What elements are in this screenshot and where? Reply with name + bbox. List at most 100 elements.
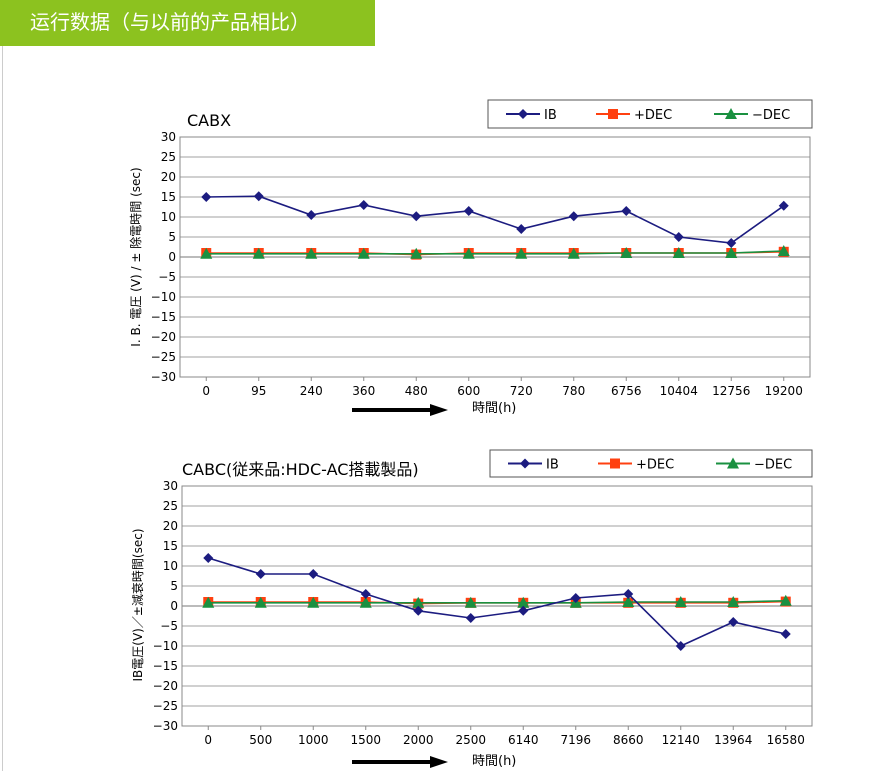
y-tick-label: −30 xyxy=(151,370,176,384)
y-tick-label: −10 xyxy=(153,639,178,653)
y-tick-label: −5 xyxy=(158,270,176,284)
x-tick-label: 19200 xyxy=(765,384,803,398)
chart-2: CABC(従来品:HDC-AC搭載製品) 30 25 20 15 10 5 0 −5 −10 −15… xyxy=(130,449,813,769)
legend-label: +DEC xyxy=(636,458,674,473)
x-tick-label: 12140 xyxy=(662,733,700,747)
plot-area xyxy=(181,485,813,727)
x-tick-label: 6140 xyxy=(508,733,539,747)
y-tick-label: −30 xyxy=(153,719,178,733)
plot-area xyxy=(179,136,811,378)
legend-marker xyxy=(520,458,530,469)
x-tick-label: 2500 xyxy=(455,733,486,747)
data-point xyxy=(252,247,265,259)
legend-marker xyxy=(608,109,618,119)
data-point xyxy=(516,224,527,234)
y-axis-label: IB電圧(V)／±減衰時間(sec) xyxy=(130,529,145,682)
data-point xyxy=(357,247,370,259)
legend-label: IB xyxy=(544,108,557,123)
data-point xyxy=(728,617,739,627)
x-tick-label: 12756 xyxy=(712,384,750,398)
series-line xyxy=(208,557,786,647)
data-point xyxy=(622,596,635,607)
data-point xyxy=(779,594,792,606)
data-point xyxy=(567,247,580,259)
x-axis-label: 時間(h) xyxy=(472,754,516,769)
series-minusDEC xyxy=(202,594,792,608)
x-tick-label: 480 xyxy=(405,384,428,398)
series-IB xyxy=(201,191,789,248)
x-tick-label: 360 xyxy=(352,384,375,398)
y-tick-label: 25 xyxy=(161,150,176,164)
y-tick-label: −10 xyxy=(151,290,176,304)
data-point xyxy=(413,605,424,616)
x-axis-label: 時間(h) xyxy=(472,401,516,416)
data-point xyxy=(202,596,215,608)
legend-marker xyxy=(725,108,737,119)
y-tick-label: 30 xyxy=(163,479,178,493)
chart-1: CABX 30 25 20 15 10 5 0 −5 −10 −15 −20 −25 −30 0 95 240 3… xyxy=(128,99,813,416)
y-tick-label: 15 xyxy=(161,190,176,204)
data-point xyxy=(305,247,318,259)
divider xyxy=(2,46,3,771)
arrow-head xyxy=(430,756,448,768)
data-point xyxy=(725,247,738,258)
y-tick-label: 10 xyxy=(163,559,178,573)
data-point xyxy=(672,247,685,258)
y-tick-label: 5 xyxy=(168,230,176,244)
data-point xyxy=(464,596,477,608)
y-tick-label: −25 xyxy=(153,699,178,713)
x-tick-label: 16580 xyxy=(767,733,805,747)
legend-marker xyxy=(518,109,528,119)
y-tick-label: −15 xyxy=(151,310,176,324)
data-point xyxy=(673,232,684,242)
data-point xyxy=(410,247,423,259)
x-tick-label: 1000 xyxy=(298,733,329,747)
x-tick-label: 1500 xyxy=(350,733,381,747)
data-point xyxy=(201,192,212,202)
data-point xyxy=(359,596,372,608)
y-tick-label: 0 xyxy=(170,599,178,613)
legend: IB +DEC −DEC xyxy=(487,99,813,129)
data-point xyxy=(727,596,740,607)
y-tick-label: 30 xyxy=(161,130,176,144)
y-tick-label: 15 xyxy=(163,539,178,553)
series-line xyxy=(206,250,784,255)
data-point xyxy=(200,247,213,259)
data-point xyxy=(570,593,581,603)
data-point xyxy=(203,553,214,563)
series-line xyxy=(206,195,785,244)
data-point xyxy=(568,211,579,222)
data-point xyxy=(307,596,320,608)
data-point xyxy=(462,247,475,259)
x-tick-label: 500 xyxy=(249,733,272,747)
legend-box xyxy=(487,99,813,129)
data-point xyxy=(463,206,474,216)
legend: IB +DEC −DEC xyxy=(489,449,813,478)
legend-label: −DEC xyxy=(754,458,792,473)
data-point xyxy=(674,596,687,607)
y-tick-label: −5 xyxy=(160,619,178,633)
y-tick-label: −15 xyxy=(153,659,178,673)
data-point xyxy=(308,569,319,579)
y-tick-label: −20 xyxy=(153,679,178,693)
x-tick-label: 7196 xyxy=(560,733,591,747)
legend-label: −DEC xyxy=(752,108,790,123)
x-tick-label: 13964 xyxy=(714,733,752,747)
data-point xyxy=(675,641,686,651)
data-point xyxy=(515,247,528,259)
data-point xyxy=(726,238,737,248)
x-tick-label: 720 xyxy=(510,384,533,398)
data-point xyxy=(621,206,632,216)
x-tick-label: 0 xyxy=(204,733,212,747)
x-tick-label: 780 xyxy=(562,384,585,398)
data-point xyxy=(255,569,266,579)
header-title: 运行数据（与以前的产品相比） xyxy=(30,10,310,34)
y-axis-label: I. B. 電圧 (V) / ± 除電時間 (sec) xyxy=(128,167,143,346)
x-tick-label: 2000 xyxy=(403,733,434,747)
x-tick-label: 10404 xyxy=(660,384,698,398)
series-line xyxy=(208,600,786,604)
y-tick-label: −25 xyxy=(151,350,176,364)
data-point xyxy=(777,245,790,256)
y-tick-label: 0 xyxy=(168,250,176,264)
